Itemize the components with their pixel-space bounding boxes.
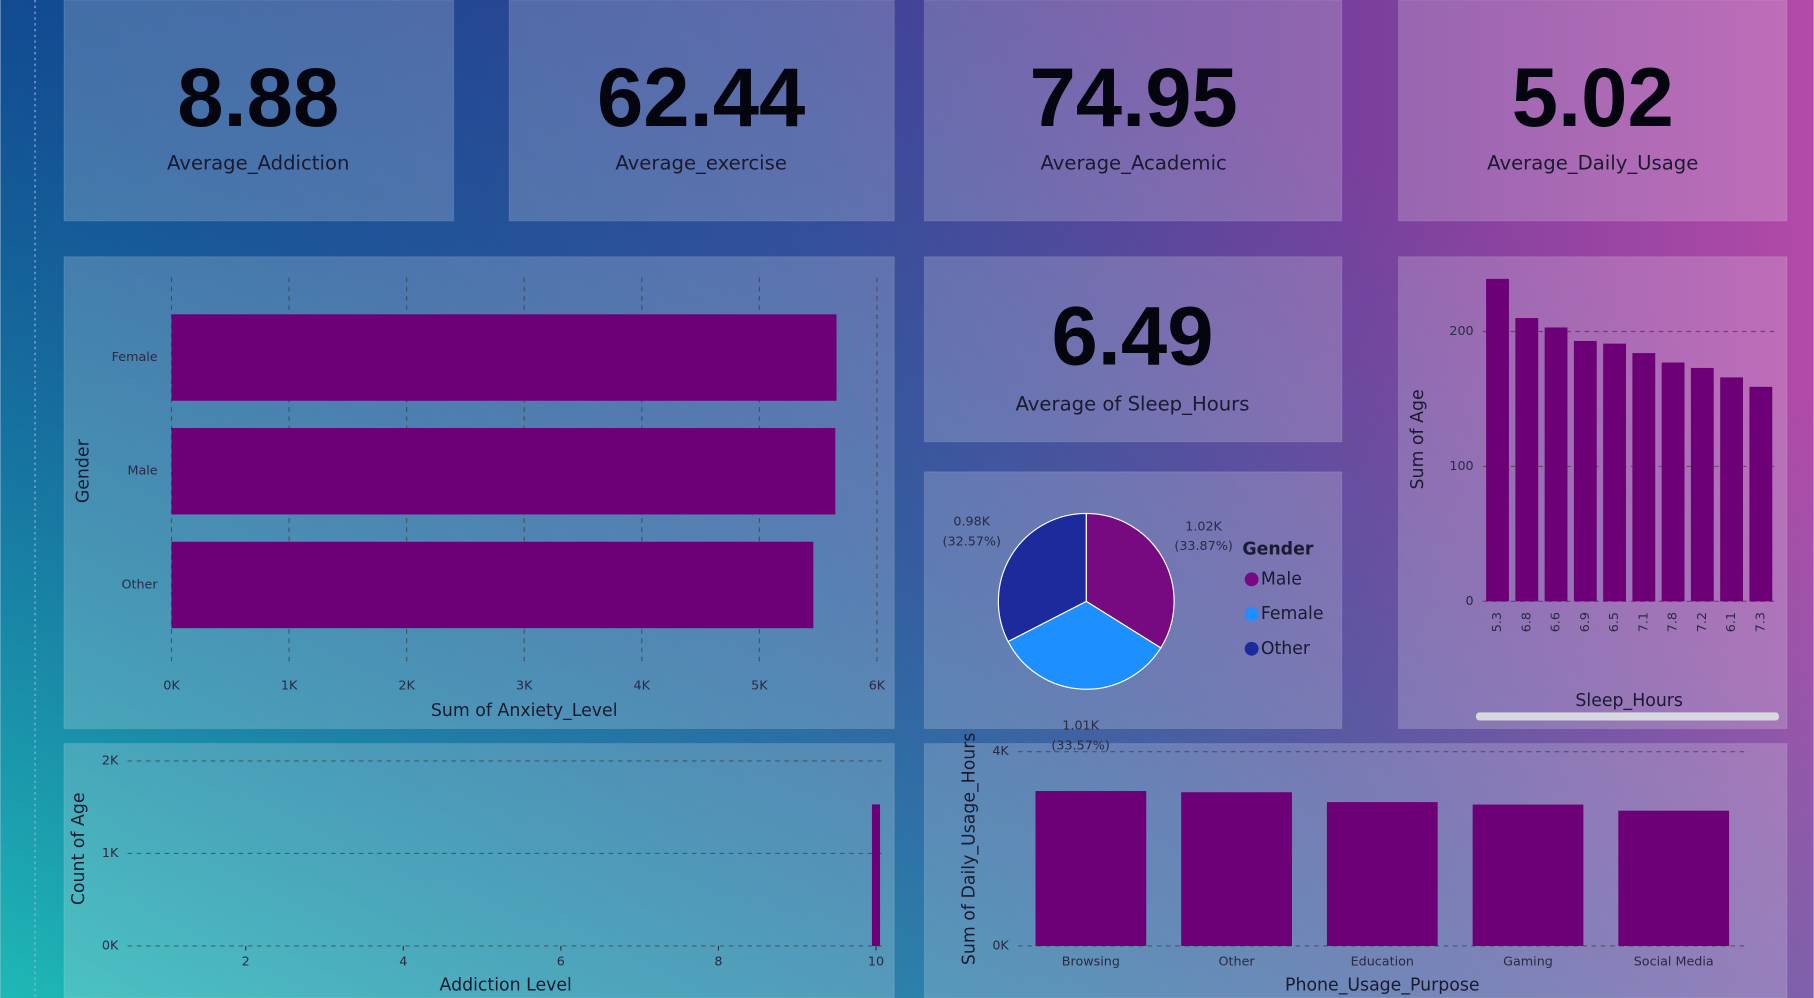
card-panel xyxy=(1397,0,1788,222)
x-tick-label: 6.9 xyxy=(1577,612,1592,632)
x-tick-label: 6.8 xyxy=(1518,612,1533,632)
x-axis-title: Sum of Anxiety_Level xyxy=(431,701,618,721)
y-tick-label: Female xyxy=(112,349,158,364)
data-label: (32.57%) xyxy=(943,533,1001,548)
x-tick-label: Social Media xyxy=(1634,954,1714,969)
kpi-label: Average_Daily_Usage xyxy=(1487,152,1698,175)
x-tick-label: 7.3 xyxy=(1752,612,1767,632)
x-tick-label: 8 xyxy=(714,954,722,969)
card-panel xyxy=(508,0,895,222)
x-axis-title: Addiction Level xyxy=(440,975,572,995)
y-tick-label: 0 xyxy=(1466,593,1474,608)
legend-label: Other xyxy=(1261,639,1311,659)
kpi-label: Average of Sleep_Hours xyxy=(1016,392,1250,415)
chart-panel xyxy=(63,743,895,998)
bar xyxy=(1472,804,1584,946)
legend-marker xyxy=(1244,572,1259,587)
y-tick-label: 200 xyxy=(1449,323,1473,338)
x-tick-label: 6.5 xyxy=(1606,612,1621,632)
kpi-label: Average_Addiction xyxy=(167,152,349,175)
x-tick-label: 7.2 xyxy=(1694,612,1709,632)
x-tick-label: 2K xyxy=(398,677,415,692)
y-tick-label: 1K xyxy=(102,845,119,860)
y-tick-label: Male xyxy=(127,463,157,478)
bar xyxy=(171,314,837,401)
legend-title: Gender xyxy=(1242,539,1313,559)
x-tick-label: 5K xyxy=(751,677,768,692)
bar xyxy=(1326,802,1438,946)
x-tick-label: Education xyxy=(1351,954,1414,969)
kpi-value: 62.44 xyxy=(597,51,805,144)
kpi-value: 6.49 xyxy=(1051,289,1213,382)
card-panel xyxy=(923,0,1343,222)
x-tick-label: 7.8 xyxy=(1665,612,1680,632)
x-tick-label: 4 xyxy=(399,954,407,969)
y-tick-label: 100 xyxy=(1449,458,1473,473)
y-tick-label: 0K xyxy=(992,937,1009,952)
bar xyxy=(1632,353,1656,602)
x-tick-label: 2 xyxy=(242,954,250,969)
x-tick-label: Gaming xyxy=(1503,954,1553,969)
x-tick-label: 6K xyxy=(869,677,886,692)
bar xyxy=(1720,377,1744,602)
pie-slice xyxy=(997,512,1087,643)
y-tick-label: Other xyxy=(122,576,159,591)
scrollbar[interactable] xyxy=(1475,712,1779,721)
data-label: 1.01K xyxy=(1062,718,1099,733)
kpi-label: Average_Academic xyxy=(1040,152,1226,175)
bar xyxy=(871,804,881,946)
kpi-value: 74.95 xyxy=(1029,51,1237,144)
data-label: 0.98K xyxy=(953,514,990,529)
card-panel xyxy=(63,0,455,222)
x-tick-label: 5.3 xyxy=(1489,612,1504,632)
x-tick-label: 4K xyxy=(634,677,651,692)
y-axis-title: Sum of Daily_Usage_Hours xyxy=(959,733,979,966)
pie-slice xyxy=(1085,512,1175,649)
kpi-value: 5.02 xyxy=(1512,51,1674,144)
kpi-value: 8.88 xyxy=(177,51,339,144)
bar xyxy=(1486,278,1509,602)
y-tick-label: 4K xyxy=(992,743,1009,758)
y-axis-title: Count of Age xyxy=(69,792,89,905)
x-tick-label: 6 xyxy=(557,954,565,969)
bar xyxy=(1749,386,1773,602)
y-tick-label: 0K xyxy=(102,937,119,952)
x-tick-label: 6.6 xyxy=(1548,612,1563,632)
x-tick-label: Browsing xyxy=(1062,954,1120,969)
y-tick-label: 2K xyxy=(102,752,119,767)
legend-marker xyxy=(1244,607,1259,622)
bar xyxy=(1181,792,1292,946)
x-tick-label: 7.1 xyxy=(1635,612,1650,632)
x-tick-label: 1K xyxy=(281,677,298,692)
bar xyxy=(1603,343,1626,602)
y-axis-title: Gender xyxy=(74,438,94,503)
data-label: (33.87%) xyxy=(1174,538,1232,553)
legend-label: Male xyxy=(1261,569,1302,589)
x-tick-label: 6.1 xyxy=(1723,612,1738,632)
bar xyxy=(171,541,814,629)
card-panel xyxy=(923,256,1343,443)
legend-marker xyxy=(1244,641,1259,656)
legend-label: Female xyxy=(1261,604,1324,624)
bar xyxy=(1618,810,1730,946)
x-tick-label: 3K xyxy=(516,677,533,692)
bar xyxy=(1573,340,1597,602)
x-tick-label: 0K xyxy=(163,677,180,692)
data-label: (33.57%) xyxy=(1051,737,1109,752)
bar xyxy=(1544,327,1568,602)
x-axis-title: Sleep_Hours xyxy=(1575,691,1683,711)
data-label: 1.02K xyxy=(1185,519,1222,534)
kpi-label: Average_exercise xyxy=(615,152,787,175)
bar xyxy=(1035,791,1147,946)
bar xyxy=(171,428,836,515)
x-axis-title: Phone_Usage_Purpose xyxy=(1285,975,1480,995)
x-tick-label: 10 xyxy=(868,954,884,969)
y-axis-title: Sum of Age xyxy=(1408,389,1428,489)
bar xyxy=(1515,318,1539,602)
bar xyxy=(1661,362,1685,602)
pie-slice xyxy=(1007,600,1162,690)
x-tick-label: Other xyxy=(1219,954,1256,969)
bar xyxy=(1690,367,1714,602)
